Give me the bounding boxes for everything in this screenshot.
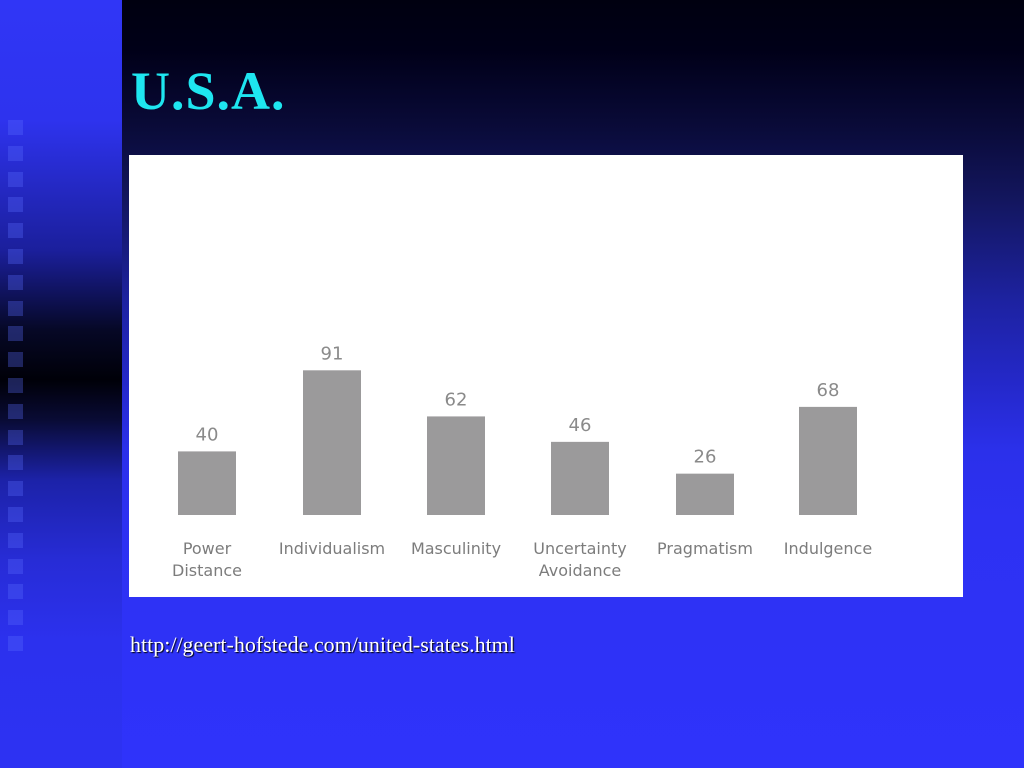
slide-title: U.S.A. <box>131 61 286 121</box>
category-label: Masculinity <box>411 539 501 558</box>
decorative-square <box>8 532 23 548</box>
bar-value-label: 68 <box>817 380 840 401</box>
bar <box>551 441 609 515</box>
category-label: Pragmatism <box>657 539 753 558</box>
left-decorative-strip <box>0 0 122 768</box>
decorative-square <box>8 429 23 445</box>
bar-value-label: 46 <box>569 415 592 436</box>
decorative-square <box>8 197 23 213</box>
bar <box>676 473 734 515</box>
decorative-square <box>8 352 23 368</box>
category-label: Distance <box>172 561 242 580</box>
category-label: Uncertainty <box>533 539 626 558</box>
chart-panel: 40 Power Distance 91 Individualism 62 Masculin… <box>129 155 963 597</box>
decorative-square <box>8 120 23 135</box>
category-label: Indulgence <box>784 539 872 558</box>
decorative-square <box>8 171 23 187</box>
bar <box>427 416 485 515</box>
bar <box>799 406 857 515</box>
bar-value-label: 62 <box>445 389 468 410</box>
category-label: Individualism <box>279 539 385 558</box>
decorative-squares <box>8 120 28 662</box>
bar-value-label: 40 <box>196 424 219 445</box>
decorative-square <box>8 248 23 264</box>
decorative-square <box>8 377 23 393</box>
source-link[interactable]: http://geert-hofstede.com/united-states.… <box>130 632 515 657</box>
decorative-square <box>8 300 23 316</box>
decorative-square <box>8 455 23 471</box>
bar <box>303 370 361 515</box>
decorative-square <box>8 274 23 290</box>
decorative-square <box>8 558 23 574</box>
decorative-square <box>8 326 23 342</box>
decorative-square <box>8 635 23 651</box>
bar-chart: 40 Power Distance 91 Individualism 62 Masculin… <box>172 343 872 580</box>
decorative-square <box>8 145 23 161</box>
decorative-square <box>8 223 23 239</box>
category-label: Avoidance <box>539 561 621 580</box>
decorative-square <box>8 584 23 600</box>
decorative-square <box>8 403 23 419</box>
bar-value-label: 91 <box>321 343 344 364</box>
category-label: Power <box>183 539 232 558</box>
bar-value-label: 26 <box>694 447 717 468</box>
decorative-square <box>8 506 23 522</box>
decorative-square <box>8 610 23 626</box>
bar <box>178 451 236 515</box>
decorative-square <box>8 481 23 497</box>
